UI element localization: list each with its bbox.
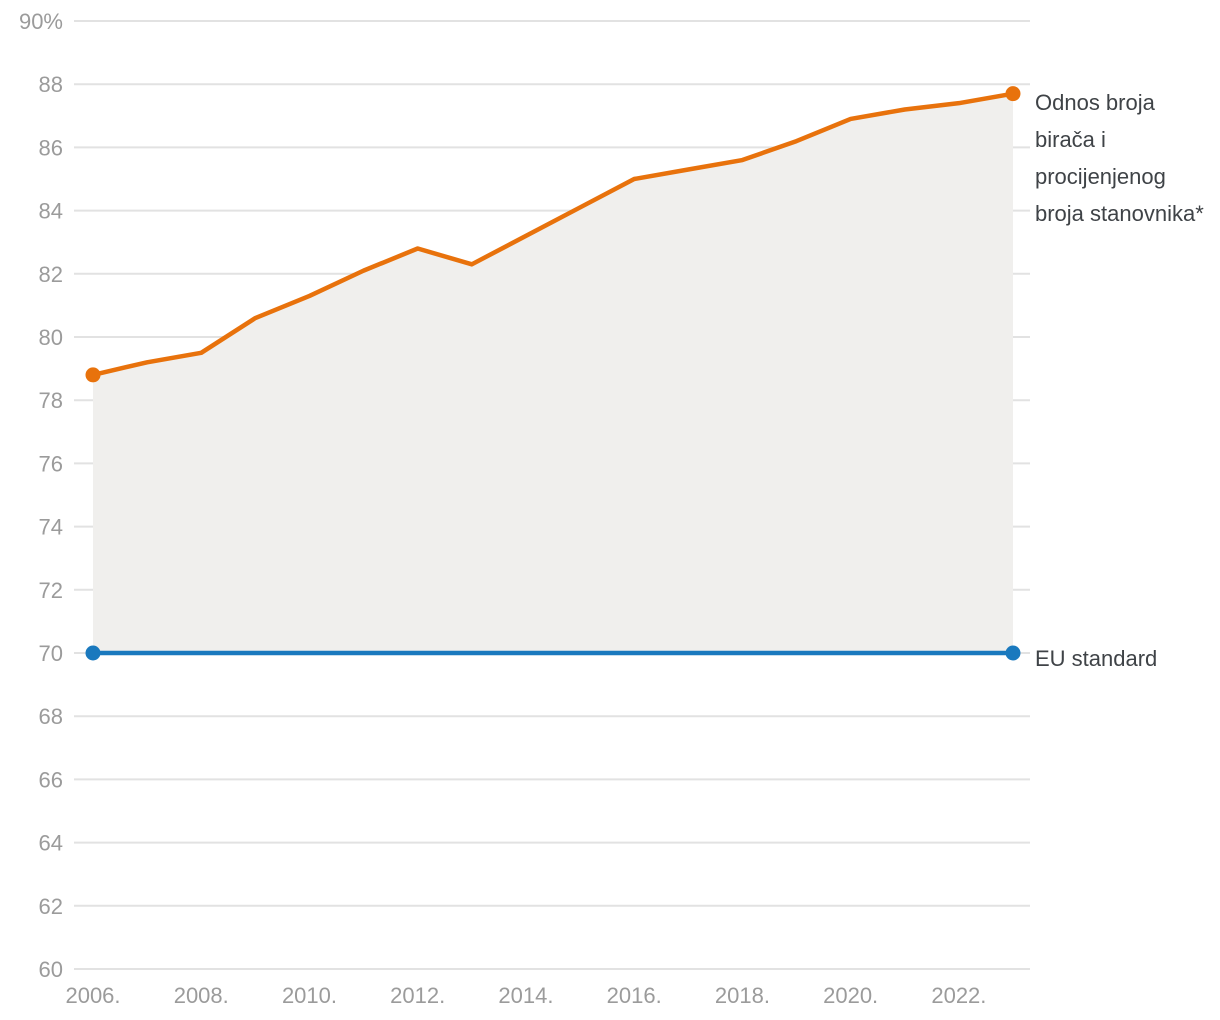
- y-tick-label-82: 82: [39, 262, 63, 287]
- y-tick-label-84: 84: [39, 199, 63, 224]
- series-start-dot: [85, 367, 101, 383]
- voters-ratio-line: [90, 91, 1016, 378]
- y-tick-label-86: 86: [39, 135, 63, 160]
- x-tick-label-2020: 2020.: [823, 983, 878, 1008]
- x-tick-label-2018: 2018.: [715, 983, 770, 1008]
- x-tick-label-2016: 2016.: [607, 983, 662, 1008]
- series-label-annotation: Odnos broja birača i procijenjenog broja…: [1035, 90, 1204, 226]
- y-tick-label-64: 64: [39, 831, 63, 856]
- y-tick-label-78: 78: [39, 388, 63, 413]
- eu-standard-label: EU standard: [1035, 646, 1158, 671]
- y-tick-label-88: 88: [39, 72, 63, 97]
- x-tick-label-2008: 2008.: [174, 983, 229, 1008]
- series-area-fill: [93, 93, 1013, 654]
- y-tick-label-76: 76: [39, 451, 63, 476]
- eu-end-dot: [1005, 645, 1021, 661]
- y-tick-label-90: 90%: [19, 9, 63, 34]
- y-tick-label-80: 80: [39, 325, 63, 350]
- series-end-dot: [1005, 86, 1021, 102]
- y-tick-label-60: 60: [39, 957, 63, 982]
- eu-start-dot: [85, 645, 101, 661]
- x-tick-label-2012: 2012.: [390, 983, 445, 1008]
- y-tick-label-66: 66: [39, 767, 63, 792]
- y-tick-label-70: 70: [39, 641, 63, 666]
- x-tick-label-2010: 2010.: [282, 983, 337, 1008]
- x-tick-label-2006: 2006.: [65, 983, 120, 1008]
- x-tick-label-2014: 2014.: [498, 983, 553, 1008]
- y-tick-label-62: 62: [39, 894, 63, 919]
- y-tick-label-72: 72: [39, 578, 63, 603]
- y-tick-label-74: 74: [39, 515, 63, 540]
- x-tick-label-2022: 2022.: [931, 983, 986, 1008]
- y-tick-label-68: 68: [39, 704, 63, 729]
